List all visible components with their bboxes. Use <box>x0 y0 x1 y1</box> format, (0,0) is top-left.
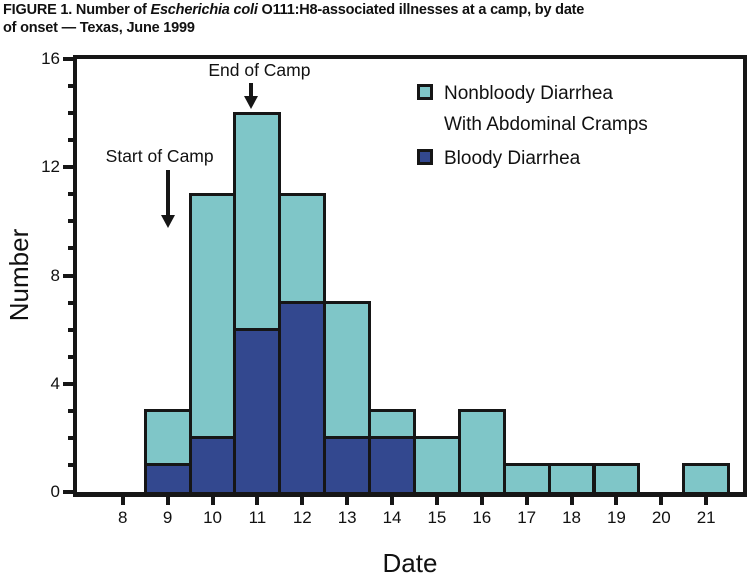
bar-column-date-15 <box>412 436 461 495</box>
y-minor-tick-7 <box>68 300 73 305</box>
x-tick-label-21: 21 <box>696 508 716 527</box>
y-major-tick-16 <box>63 57 73 61</box>
bar-segment-bloody-date-11 <box>236 328 279 492</box>
x-tick-9 <box>165 497 170 505</box>
x-tick-11 <box>255 497 260 505</box>
x-tick-label-19: 19 <box>606 508 626 527</box>
y-minor-tick-14 <box>68 111 73 116</box>
legend-label-bloody: Bloody Diarrhea <box>444 143 580 174</box>
x-tick-label-9: 9 <box>162 508 173 527</box>
x-axis-title: Date <box>382 548 438 578</box>
bar-segment-bloody-date-14 <box>371 436 413 492</box>
figure-title-suffix: O111:H8-associated illnesses at a camp, … <box>257 2 585 18</box>
x-tick-10 <box>210 497 215 505</box>
legend-label-nonbloody: Nonbloody Diarrhea With Abdominal Cramps <box>444 78 648 140</box>
x-tick-label-17: 17 <box>517 508 537 527</box>
x-tick-16 <box>479 497 484 505</box>
y-minor-tick-1 <box>68 462 73 467</box>
y-minor-tick-2 <box>68 435 73 440</box>
y-minor-tick-10 <box>68 219 73 224</box>
figure-title-italic: Escherichia coli <box>150 2 258 18</box>
bar-column-date-16 <box>457 409 506 495</box>
bar-segment-bloody-date-10 <box>191 436 234 492</box>
x-tick-label-18: 18 <box>562 508 582 527</box>
x-tick-label-14: 14 <box>382 508 402 527</box>
bar-segment-bloody-date-13 <box>326 436 369 492</box>
end-of-camp-arrow-icon <box>249 83 254 97</box>
x-tick-8 <box>120 497 125 505</box>
y-minor-tick-15 <box>68 84 73 89</box>
y-major-tick-4 <box>63 381 73 386</box>
legend-swatch-nonbloody-icon <box>417 84 433 100</box>
figure-title-line2: of onset — Texas, June 1999 <box>3 20 195 36</box>
x-tick-20 <box>659 497 664 505</box>
x-tick-12 <box>300 497 305 505</box>
y-tick-label-4: 4 <box>50 373 60 393</box>
legend-swatch-bloody-icon <box>417 149 433 165</box>
legend-label-nonbloody-line1: Nonbloody Diarrhea <box>444 83 613 104</box>
bar-column-date-18 <box>547 463 596 495</box>
end-of-camp-arrowhead-icon <box>244 96 259 109</box>
bar-column-date-19 <box>592 463 641 495</box>
bar-column-date-21 <box>682 463 731 495</box>
legend-label-nonbloody-line2: With Abdominal Cramps <box>444 114 648 135</box>
y-major-tick-12 <box>63 165 73 170</box>
y-minor-tick-5 <box>68 354 73 359</box>
y-tick-label-16: 16 <box>41 49 60 68</box>
x-tick-label-10: 10 <box>203 508 222 527</box>
start-of-camp-arrowhead-icon <box>160 215 175 228</box>
x-tick-label-11: 11 <box>248 508 267 527</box>
bar-column-date-13 <box>323 301 372 495</box>
y-minor-tick-9 <box>68 246 73 251</box>
x-tick-17 <box>524 497 529 505</box>
x-tick-label-15: 15 <box>427 508 447 527</box>
annotation-end-of-camp-label: End of Camp <box>208 60 311 80</box>
bar-column-date-9 <box>143 409 192 495</box>
figure-title-prefix: FIGURE 1. Number of <box>3 2 151 18</box>
y-minor-tick-11 <box>68 192 73 197</box>
y-tick-label-8: 8 <box>50 265 60 285</box>
bar-column-date-14 <box>368 409 416 495</box>
bar-column-date-12 <box>278 192 327 495</box>
y-minor-tick-3 <box>68 408 73 413</box>
x-tick-19 <box>614 497 619 505</box>
y-major-tick-0 <box>63 490 73 494</box>
figure-title-line1: FIGURE 1. Number of Escherichia coli O11… <box>3 1 751 19</box>
bar-column-date-11 <box>233 111 282 495</box>
y-tick-label-0: 0 <box>50 482 60 501</box>
legend-label-bloody-line1: Bloody Diarrhea <box>444 148 581 169</box>
x-tick-label-20: 20 <box>651 508 671 527</box>
x-tick-label-8: 8 <box>118 508 128 527</box>
x-tick-21 <box>704 497 709 505</box>
x-tick-13 <box>345 497 350 505</box>
x-tick-15 <box>434 497 439 505</box>
y-minor-tick-13 <box>68 138 73 143</box>
start-of-camp-arrow-icon <box>165 170 170 216</box>
x-tick-label-12: 12 <box>292 508 312 527</box>
y-major-tick-8 <box>63 273 73 278</box>
bar-column-date-10 <box>188 192 237 495</box>
x-tick-18 <box>569 497 574 505</box>
bar-segment-bloody-date-9 <box>146 463 189 492</box>
y-minor-tick-6 <box>68 327 73 332</box>
x-tick-label-16: 16 <box>472 508 492 527</box>
annotation-start-of-camp-label: Start of Camp <box>105 146 214 166</box>
figure-title: FIGURE 1. Number of Escherichia coli O11… <box>3 1 751 37</box>
x-tick-14 <box>390 497 395 505</box>
y-tick-label-12: 12 <box>41 157 60 177</box>
x-tick-label-13: 13 <box>337 508 357 527</box>
bar-segment-bloody-date-12 <box>281 301 324 492</box>
bar-column-date-17 <box>502 463 551 495</box>
